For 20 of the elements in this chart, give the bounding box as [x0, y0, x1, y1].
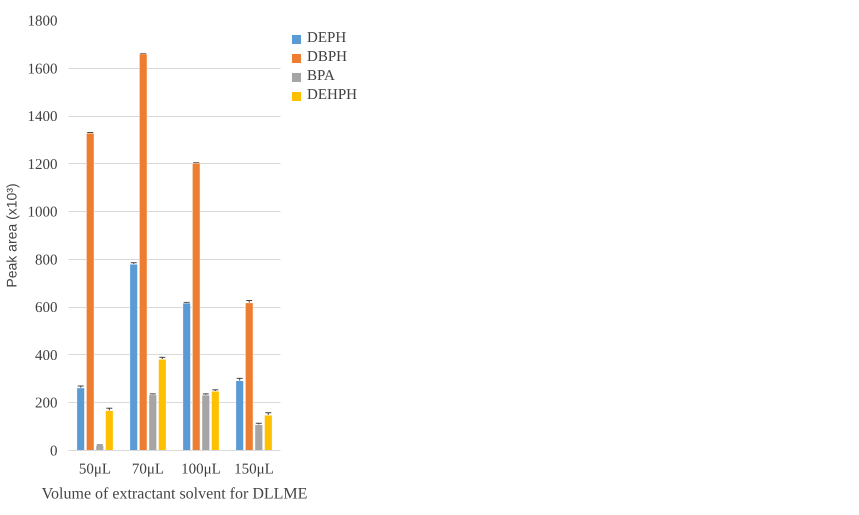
y-tick-label: 800 — [35, 252, 58, 268]
y-tick-label: 1600 — [28, 61, 58, 78]
legend-label: DEHPH — [307, 87, 358, 104]
legend-label: DEPH — [307, 30, 346, 47]
y-tick-label: 600 — [35, 300, 58, 316]
y-tick-label: 1200 — [28, 156, 58, 173]
y-tick-label: 1000 — [28, 204, 58, 221]
x-axis-title: Volume of extractant solvent for DLLME — [42, 486, 308, 502]
y-tick-label: 200 — [35, 396, 58, 412]
x-tick-label: 150μL — [234, 462, 274, 478]
x-tick-label: 70μL — [132, 462, 164, 478]
y-axis-title: Peak area (x10³) — [4, 183, 20, 288]
y-tick-label: 1800 — [28, 14, 58, 30]
x-tick-label: 100μL — [181, 462, 221, 478]
legend-label: DBPH — [307, 49, 348, 66]
y-tick-label: 0 — [50, 444, 58, 460]
y-tick-label: 1400 — [28, 109, 58, 126]
y-tick-label: 400 — [35, 348, 58, 364]
legend-label: BPA — [307, 68, 335, 85]
x-tick-label: 50μL — [78, 462, 112, 478]
